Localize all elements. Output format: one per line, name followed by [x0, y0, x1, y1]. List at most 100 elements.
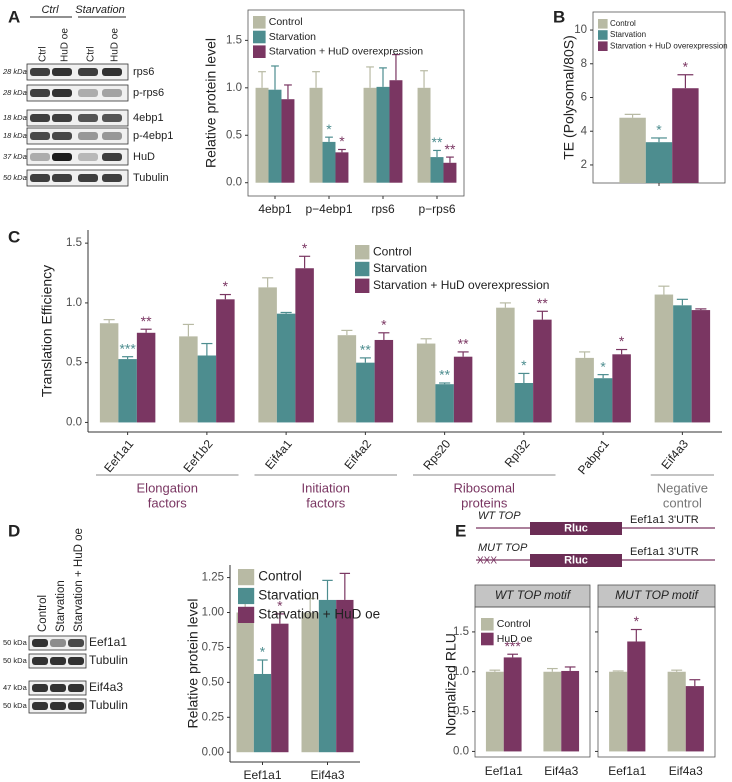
significance: *: [619, 333, 625, 349]
legend-label: Starvation + HuD overexpression: [269, 45, 424, 57]
significance: *: [326, 121, 332, 137]
blot-band: [78, 174, 98, 182]
bar: [485, 671, 504, 752]
x-tick-label: Rps20: [420, 437, 453, 473]
blot-band: [102, 89, 122, 97]
bar: [322, 141, 336, 183]
blot-band: [30, 114, 50, 122]
legend-label: Control: [610, 19, 636, 28]
bar: [627, 641, 646, 752]
blot-band: [52, 153, 72, 161]
y-tick-label: 1.5: [66, 237, 82, 249]
blot-band: [30, 89, 50, 97]
group-label: Initiation: [302, 480, 350, 495]
legend-swatch: [253, 30, 266, 44]
y-tick-label: 0.00: [202, 746, 224, 758]
significance: **: [445, 141, 456, 157]
legend-swatch: [238, 606, 255, 623]
bar: [255, 87, 269, 183]
protein-label: p-4ebp1: [133, 130, 173, 142]
size-label: 28 kDa: [2, 88, 27, 97]
y-tick-label: 1.0: [226, 82, 242, 94]
y-tick-label: 1.5: [226, 34, 242, 46]
group-label: proteins: [461, 495, 508, 510]
blot-strip: [26, 84, 129, 102]
legend-swatch: [355, 278, 370, 293]
y-axis-label: Translation Efficiency: [39, 265, 55, 397]
x-tick-label: Eef1b2: [180, 437, 215, 475]
x-tick-label: Rpl32: [502, 437, 533, 470]
y-tick-label: 4: [581, 125, 588, 137]
y-tick-label: 1.00: [202, 607, 224, 619]
blot-band: [30, 153, 50, 161]
lane-label: Ctrl: [86, 46, 97, 62]
y-tick-label: 0.0: [226, 177, 242, 189]
bar: [389, 80, 403, 183]
blot-band: [52, 132, 72, 140]
protein-label: Eef1a1: [89, 635, 127, 649]
bar: [654, 294, 674, 423]
bar: [435, 384, 454, 423]
x-tick-label: 4ebp1: [258, 202, 292, 216]
bar: [672, 88, 699, 183]
x-tick-label: p−4ebp1: [305, 202, 352, 216]
legend-label: HuD oe: [497, 633, 533, 645]
significance: *: [634, 613, 640, 629]
blot-band: [52, 68, 72, 76]
x-tick-label: Eif4a3: [669, 764, 703, 778]
blot-band: [102, 132, 122, 140]
plot-frame: [247, 9, 465, 197]
legend-label: Starvation: [373, 261, 427, 275]
x-tick-label: Eef1a1: [608, 764, 646, 778]
bar: [575, 357, 594, 423]
bar: [691, 310, 711, 423]
size-label: 37 kDa: [3, 152, 27, 161]
legend-swatch: [481, 618, 494, 631]
bar: [271, 623, 289, 753]
y-axis-label: Normalized RLU: [443, 633, 459, 736]
bar: [281, 99, 295, 183]
y-tick-label: 6: [581, 92, 587, 104]
bar: [685, 686, 704, 752]
bar: [335, 152, 349, 183]
bar: [612, 354, 631, 423]
facet-title: WT TOP motif: [495, 588, 572, 602]
blot-band: [50, 684, 66, 692]
y-tick-label: 1.0: [66, 297, 82, 309]
legend-label: Starvation: [610, 30, 646, 39]
x-tick-label: Pabpc1: [575, 437, 612, 477]
protein-label: p-rps6: [133, 87, 164, 99]
bar: [533, 319, 552, 423]
blot-band: [78, 89, 98, 97]
bar: [645, 142, 673, 183]
size-label: 50 kDa: [3, 173, 27, 182]
blot-band: [30, 68, 50, 76]
protein-label: rps6: [133, 66, 154, 78]
size-label: 28 kDa: [2, 67, 27, 76]
lane-label: HuD oe: [60, 28, 71, 62]
y-tick-label: 0.0: [66, 416, 82, 428]
significance: *: [656, 122, 662, 138]
bar: [301, 612, 319, 753]
y-axis-label: Relative protein level: [203, 38, 219, 168]
legend-label: Starvation + HuD overexpression: [610, 41, 728, 50]
group-label: control: [663, 495, 702, 510]
blot-band: [102, 68, 122, 76]
bar: [561, 670, 580, 752]
significance: *: [260, 644, 266, 660]
construct-utr: Eef1a1 3'UTR: [630, 546, 699, 558]
x-tick-label: Eef1a1: [101, 437, 136, 475]
condition-label: Ctrl: [41, 4, 59, 16]
blot-band: [78, 132, 98, 140]
bar: [336, 599, 354, 753]
legend-swatch: [355, 245, 370, 260]
bar: [503, 657, 522, 752]
blot-band: [50, 702, 66, 710]
blot-band: [102, 114, 122, 122]
blot-band: [68, 684, 84, 692]
bar: [416, 343, 436, 423]
protein-label: HuD: [133, 151, 155, 163]
protein-label: Eif4a3: [89, 680, 123, 694]
bar: [136, 332, 156, 423]
